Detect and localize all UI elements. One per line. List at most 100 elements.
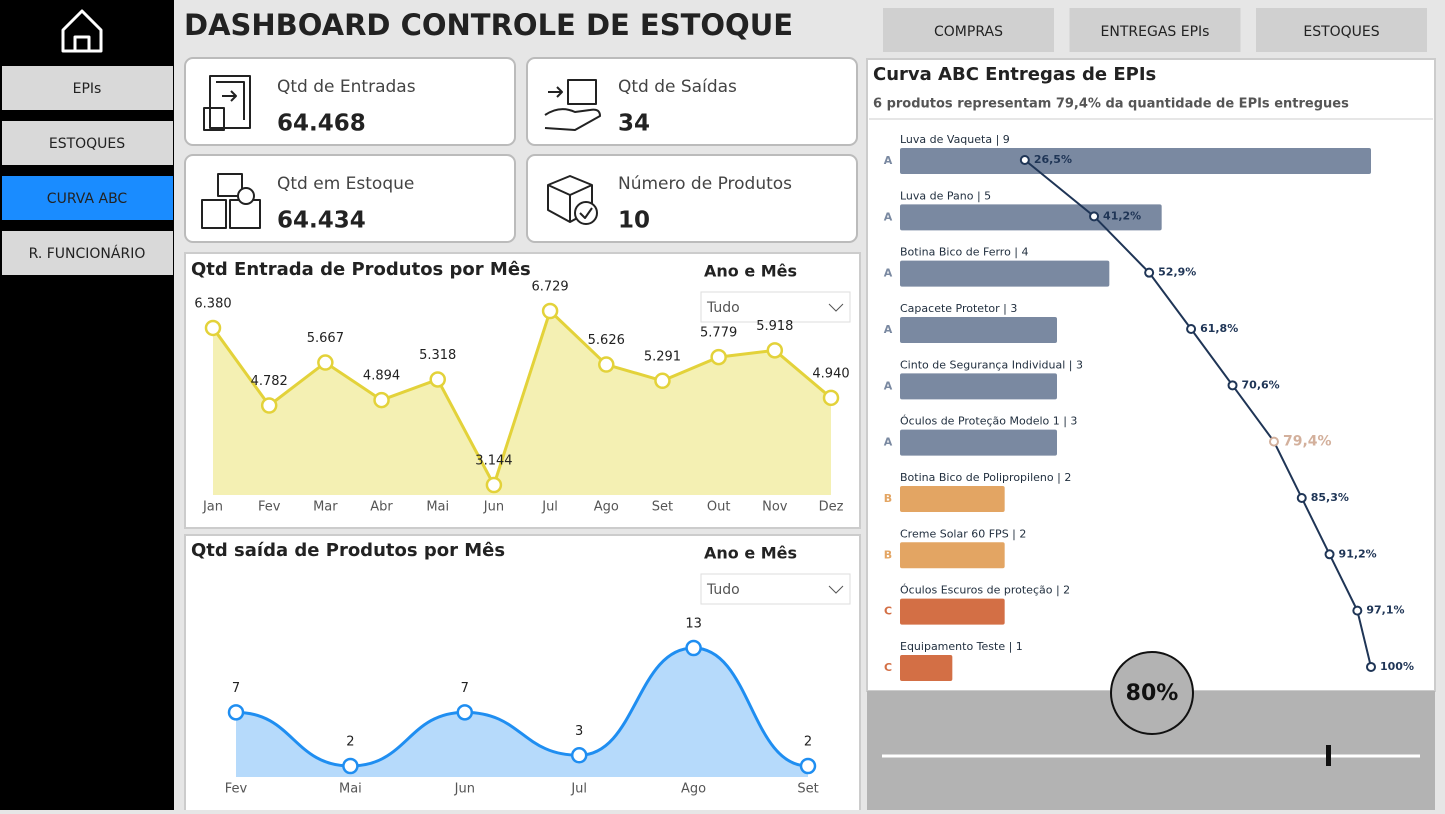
nav-item[interactable] (2, 66, 173, 110)
class-label: B (884, 548, 892, 561)
area (213, 311, 831, 495)
nav-label[interactable]: ESTOQUES (49, 136, 125, 152)
dropdown-value[interactable]: Tudo (706, 300, 740, 316)
data-label: 13 (685, 617, 702, 632)
dropdown[interactable] (700, 573, 851, 605)
nav-item[interactable] (2, 176, 173, 220)
cumulative-point (1352, 605, 1363, 616)
home-icon[interactable] (61, 9, 103, 53)
nav-button[interactable] (883, 8, 1054, 52)
nav-button-label[interactable]: COMPRAS (934, 24, 1003, 40)
point (822, 389, 840, 407)
kpi-cards: Qtd de Entradas 64.468 Qtd de Saídas 34 … (184, 57, 858, 243)
bar-label: Óculos de Proteção Modelo 1 | 3 (900, 415, 1077, 428)
nav-item[interactable] (2, 231, 173, 275)
x-tick-label: Dez (819, 500, 844, 515)
chevron (828, 303, 844, 312)
data-label: 5.779 (700, 326, 737, 341)
class-label: C (884, 605, 892, 618)
nav-item[interactable] (2, 121, 173, 165)
entry-icon (203, 75, 251, 131)
cumulative-point (1019, 155, 1030, 165)
cumulative-point (1089, 211, 1100, 222)
x-tick-label: Jun (454, 782, 475, 797)
point (598, 356, 615, 373)
page-title: DASHBOARD CONTROLE DE ESTOQUE (184, 8, 793, 42)
kpi-label: Número de Produtos (618, 174, 792, 194)
bar-label: Equipamento Teste | 1 (900, 640, 1023, 653)
x-tick-label: Jul (541, 500, 558, 515)
nav: EPIs ESTOQUES CURVA ABC R. FUNCIONÁRIO (2, 66, 173, 275)
bar-label: Luva de Vaqueta | 9 (900, 133, 1010, 146)
kpi-value: 10 (618, 208, 650, 234)
nav-label[interactable]: EPIs (73, 81, 102, 97)
data-label: 4.782 (251, 374, 288, 389)
nav-button-label[interactable]: ENTREGAS EPIs (1101, 24, 1210, 40)
point (204, 319, 222, 337)
bar (900, 654, 953, 681)
dropdown-value[interactable]: Tudo (706, 582, 740, 598)
bar (900, 260, 1110, 287)
bar-label: Creme Solar 60 FPS | 2 (900, 527, 1026, 540)
stock-icon (201, 173, 261, 229)
data-label: 2 (804, 735, 812, 750)
chart-title: Qtd saída de Produtos por Mês (191, 540, 505, 561)
point (227, 704, 245, 721)
kpi-label: Qtd em Estoque (277, 174, 414, 194)
data-label: 7 (232, 681, 240, 696)
bar (900, 429, 1057, 456)
point (485, 476, 503, 494)
x-tick-label: Abr (370, 500, 393, 515)
data-label: 5.291 (644, 349, 681, 364)
area (236, 648, 808, 777)
nav-button[interactable] (1069, 8, 1241, 52)
dropdown[interactable] (700, 291, 851, 323)
x-tick-label: Out (707, 500, 731, 515)
cumulative-point (1366, 661, 1376, 672)
slider-handle[interactable] (1326, 745, 1331, 766)
x-tick-label: Mai (339, 782, 362, 797)
bar-label: Capacete Protetor | 3 (900, 302, 1017, 315)
kpi-value: 64.468 (277, 111, 366, 137)
bar-label: Cinto de Segurança Individual | 3 (900, 358, 1083, 371)
data-label: 7 (461, 681, 469, 696)
bar-label: Botina Bico de Polipropileno | 2 (900, 471, 1071, 484)
nav-label[interactable]: CURVA ABC (47, 191, 128, 207)
bar (900, 316, 1057, 343)
cumulative-label: 52,9% (1158, 266, 1196, 279)
data-label: 5.626 (588, 333, 625, 348)
bar (900, 485, 1005, 512)
bar-label: Luva de Pano | 5 (900, 189, 991, 202)
nav-button[interactable] (1256, 8, 1427, 52)
cumulative-line (1024, 159, 1372, 668)
x-tick-label: Fev (258, 500, 281, 515)
bar-label: Botina Bico de Ferro | 4 (900, 246, 1029, 259)
x-tick-label: Set (652, 500, 673, 515)
chart-subtitle: 6 produtos representam 79,4% da quantida… (873, 97, 1349, 112)
point (429, 371, 446, 388)
kpi-card (526, 57, 858, 146)
bar (900, 598, 1005, 625)
kpi-value: 34 (618, 111, 650, 137)
x-tick-label: Ago (594, 500, 619, 515)
x-tick-label: Fev (225, 782, 248, 797)
data-label: 2 (346, 735, 354, 750)
product-icon (547, 175, 598, 225)
data-label: 6.729 (531, 280, 568, 295)
cumulative-point (1296, 492, 1307, 503)
kpi-label: Qtd de Saídas (618, 77, 737, 97)
point (342, 757, 359, 775)
cumulative-label: 26,5% (1034, 153, 1072, 166)
data-label: 5.667 (307, 331, 344, 346)
point (373, 391, 390, 409)
x-tick-label: Jan (202, 500, 223, 515)
kpi-label: Qtd de Entradas (277, 77, 416, 97)
buttons: COMPRAS ENTREGAS EPIs ESTOQUES (883, 8, 1427, 52)
cumulative-label: 85,3% (1311, 491, 1349, 504)
nav-button-label[interactable]: ESTOQUES (1303, 24, 1379, 40)
class-label: A (884, 267, 893, 280)
nav-label[interactable]: R. FUNCIONÁRIO (29, 245, 146, 262)
bar (900, 373, 1057, 400)
data-label: 4.940 (812, 366, 849, 381)
data-label: 4.894 (363, 369, 400, 384)
